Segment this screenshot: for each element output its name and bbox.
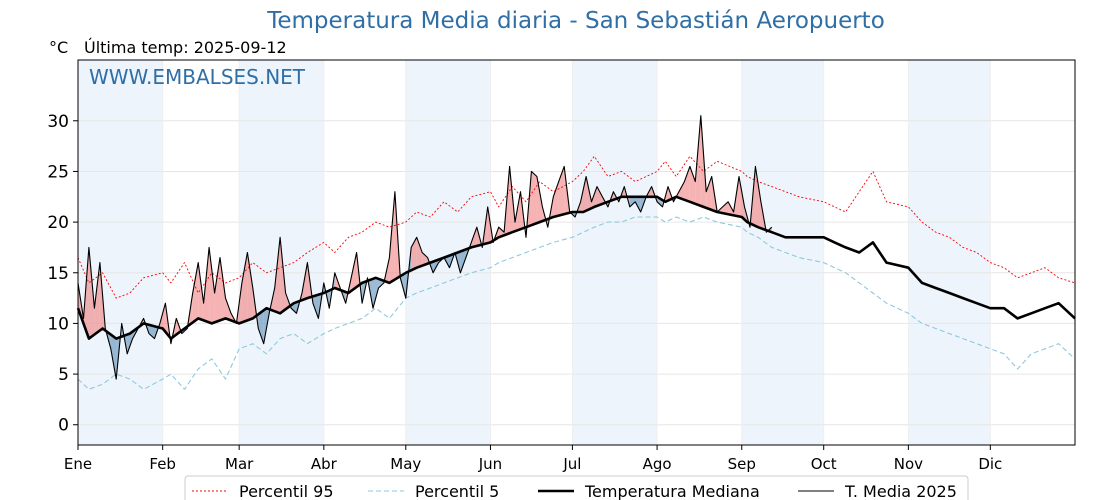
x-tick-label: May [390,455,421,473]
month-band [741,60,824,445]
y-tick-label: 30 [47,112,69,132]
legend: Percentil 95 Percentil 5 Temperatura Media… [184,475,969,500]
below-median-fill [127,331,133,354]
legend-label: Percentil 5 [415,482,499,500]
below-median-fill [258,310,264,344]
current-year-line [77,115,773,380]
watermark: WWW.EMBALSES.NET [89,65,306,89]
below-median-fill [629,196,636,207]
above-median-fill [553,181,559,218]
legend-box [184,475,969,500]
above-median-fill [198,262,204,321]
p5-line [77,216,1076,390]
below-median-fill [312,294,319,319]
below-median-fill [373,278,379,309]
plot-frame [77,59,1076,446]
x-tick-label: Jun [478,455,502,473]
x-tick-label: Nov [894,455,923,473]
series-lines [76,115,1076,390]
legend-label: T. Media 2025 [844,482,957,500]
y-tick-label: 0 [58,416,69,436]
below-median-fill [110,334,117,380]
month-band [572,60,658,445]
above-median-fill [755,166,761,229]
above-median-fill [351,252,357,291]
above-median-fill [739,176,745,220]
x-tick-label: Mar [225,455,254,473]
chart-title: Temperatura Media diaria - San Sebastián… [267,8,885,34]
above-median-fill [214,257,221,323]
above-median-fill [274,237,281,314]
legend-label: Temperatura Mediana [584,482,760,500]
y-tick-label: 15 [47,264,69,284]
below-median-fill [635,196,641,212]
above-median-fill [225,298,231,321]
x-axis: Ene Feb Mar Abr May Jun Jul Ago Sep Oct Nov Dic [64,445,1002,473]
below-median-fill [149,324,155,339]
above-median-fill [678,181,685,200]
above-median-fill [247,252,253,321]
x-tick-label: Ene [64,455,92,473]
above-median-fill [596,186,603,206]
y-tick-label: 25 [47,162,69,182]
grid-lines [77,60,1075,445]
y-tick-label: 5 [58,365,69,385]
y-tick-label: 10 [47,314,69,334]
above-median-fill [88,247,95,339]
month-band [908,60,991,445]
above-median-fill [159,303,166,332]
above-median-fill [536,176,543,224]
below-median-fill [657,196,663,207]
x-tick-label: Abr [311,455,338,473]
above-median-fill [416,237,423,268]
above-median-fill [689,166,696,204]
x-tick-label: Sep [728,455,756,473]
x-tick-label: Dic [978,455,1002,473]
y-tick-label: 20 [47,213,69,233]
x-tick-label: Oct [811,455,837,473]
x-tick-label: Ago [643,455,672,473]
y-axis: 0 5 10 15 20 25 30 [47,112,78,436]
median-line [76,195,1076,340]
above-median-fill [684,166,690,202]
last-temp-label: Última temp: 2025-09-12 [84,38,287,57]
below-median-fill [460,249,466,273]
above-median-fill [575,201,581,218]
above-median-fill [94,262,100,335]
above-median-fill [531,171,537,226]
month-band [78,60,163,445]
above-median-fill [722,201,729,215]
above-median-fill [209,247,215,323]
y-unit-label: °C [49,38,69,57]
above-median-fill [220,257,226,321]
month-bands [78,60,991,445]
above-median-fill [422,252,428,266]
x-tick-label: Feb [149,455,176,473]
p95-line [77,155,1076,299]
above-median-fill [706,176,712,210]
x-tick-label: Jul [562,455,581,473]
legend-label: Percentil 95 [239,482,334,500]
above-median-fill [192,262,199,323]
